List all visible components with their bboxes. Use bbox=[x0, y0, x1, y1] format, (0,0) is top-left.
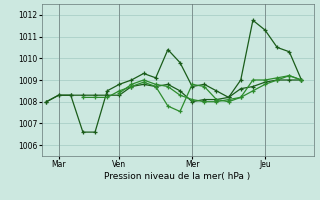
X-axis label: Pression niveau de la mer( hPa ): Pression niveau de la mer( hPa ) bbox=[104, 172, 251, 181]
